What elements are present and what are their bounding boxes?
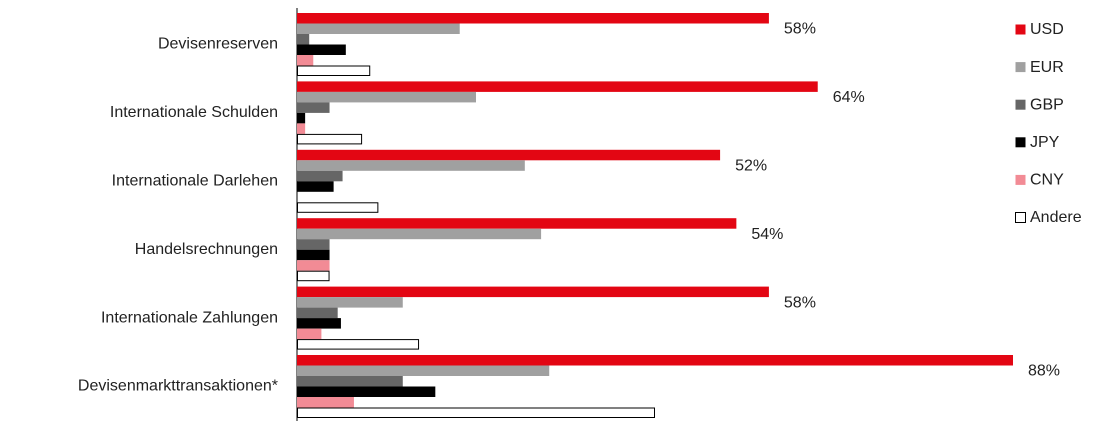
bar xyxy=(297,13,769,24)
category-label: Devisenreserven xyxy=(158,36,278,53)
bar xyxy=(297,181,334,192)
value-label: 54% xyxy=(751,226,783,243)
legend-swatch xyxy=(1015,24,1026,35)
bar xyxy=(297,218,737,229)
bar xyxy=(297,65,371,76)
category-label: Internationale Zahlungen xyxy=(101,309,278,326)
legend-label: JPY xyxy=(1030,134,1060,151)
category-label: Handelsrechnungen xyxy=(135,241,278,258)
bar xyxy=(297,228,542,240)
legend-swatch xyxy=(1015,212,1026,223)
bar xyxy=(297,286,769,298)
bar xyxy=(297,307,338,319)
value-label: 64% xyxy=(833,89,865,106)
category-label: Internationale Schulden xyxy=(110,104,278,121)
bar xyxy=(297,123,306,134)
value-label: 52% xyxy=(735,158,767,175)
bar xyxy=(297,365,550,376)
legend-swatch xyxy=(1015,62,1026,73)
legend-swatch xyxy=(1015,137,1026,148)
bar xyxy=(297,249,330,261)
bar xyxy=(297,297,403,308)
bar xyxy=(297,55,314,66)
bar xyxy=(297,44,346,55)
bar xyxy=(297,202,379,213)
bar xyxy=(297,386,436,397)
legend-label: CNY xyxy=(1030,172,1064,189)
bar xyxy=(297,355,1013,366)
bar xyxy=(297,23,460,34)
bar xyxy=(297,170,343,182)
bar xyxy=(297,91,476,103)
bar xyxy=(297,397,354,408)
bar xyxy=(297,376,403,387)
category-label: Devisenmarkttransaktionen* xyxy=(78,378,278,395)
value-label: 88% xyxy=(1028,363,1060,380)
bar xyxy=(297,81,818,92)
bar xyxy=(297,133,363,145)
bar xyxy=(297,318,341,329)
bar xyxy=(297,407,655,418)
bar xyxy=(297,112,306,124)
bar xyxy=(297,339,420,350)
value-label: 58% xyxy=(784,21,816,38)
bar xyxy=(297,239,330,250)
legend-label: USD xyxy=(1030,21,1064,38)
bar xyxy=(297,260,330,271)
bar xyxy=(297,149,721,161)
legend-label: EUR xyxy=(1030,59,1064,76)
legend-label: Andere xyxy=(1030,209,1082,226)
legend-swatch xyxy=(1015,174,1026,185)
legend-swatch xyxy=(1015,99,1026,110)
bar xyxy=(297,34,310,45)
legend-label: GBP xyxy=(1030,96,1064,113)
value-label: 58% xyxy=(784,294,816,311)
bar xyxy=(297,270,330,282)
bar xyxy=(297,328,322,340)
bar xyxy=(297,160,525,171)
bar xyxy=(297,102,330,113)
category-label: Internationale Darlehen xyxy=(112,173,278,190)
